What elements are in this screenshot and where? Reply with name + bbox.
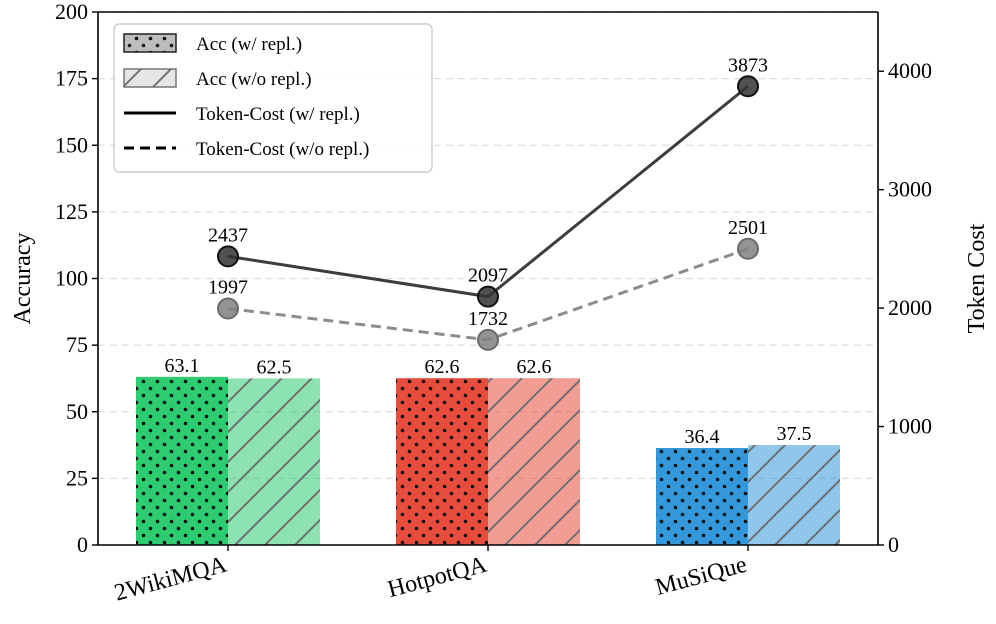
- bar-hatch: [396, 378, 488, 545]
- line-value-label: 2097: [468, 265, 508, 287]
- line-token-cost-wo-repl: 1997 1732 2501: [208, 217, 768, 351]
- line-value-label: 2501: [728, 217, 768, 239]
- x-tick-label: HotpotQA: [385, 552, 490, 604]
- line-marker: [477, 285, 499, 308]
- bar-value-label: 63.1: [165, 355, 200, 377]
- legend-label: Acc (w/ repl.): [196, 34, 302, 55]
- line-marker: [477, 328, 499, 351]
- legend-label: Token-Cost (w/ repl.): [196, 104, 360, 125]
- y2-tick-label: 4000: [888, 58, 932, 83]
- bar-hatch: [228, 378, 320, 545]
- line-value-label: 2437: [208, 224, 248, 246]
- bar-hatch: [656, 447, 748, 545]
- legend-label: Acc (w/o repl.): [196, 69, 312, 90]
- bar-hatch: [748, 445, 840, 545]
- line-value-label: 1997: [208, 276, 248, 298]
- y-tick-label: 100: [55, 266, 88, 291]
- legend-label: Token-Cost (w/o repl.): [196, 139, 369, 160]
- y2-tick-label: 0: [888, 532, 899, 557]
- y2-axis-title: Token Cost: [964, 223, 990, 333]
- y-tick-label: 50: [66, 399, 88, 424]
- line-marker: [737, 237, 759, 260]
- legend: Acc (w/ repl.) Acc (w/o repl.) Token-Cost …: [113, 23, 433, 173]
- y2-tick-label: 3000: [888, 177, 932, 202]
- legend-box: [113, 23, 433, 173]
- y-tick-label: 25: [66, 465, 88, 490]
- y-axis-title: Accuracy: [10, 233, 36, 325]
- line-value-label: 3873: [728, 54, 768, 76]
- bar-value-label: 62.5: [257, 356, 292, 378]
- bar-value-label: 37.5: [777, 423, 812, 445]
- bar-value-label: 36.4: [685, 426, 720, 448]
- y2-tick-label: 1000: [888, 414, 932, 439]
- bar-value-label: 62.6: [425, 356, 460, 378]
- y-tick-label: 200: [55, 0, 88, 24]
- y-tick-label: 150: [55, 132, 88, 157]
- line-marker: [217, 297, 239, 320]
- x-tick-label: MuSiQue: [653, 552, 750, 601]
- line-token-cost-w-repl: 2437 2097 3873: [208, 54, 768, 308]
- bar-value-label: 62.6: [517, 356, 552, 378]
- legend-swatch-hatch: [124, 69, 176, 87]
- bars: 63.1 62.5 62.6 62.6 36.4 37.5: [136, 355, 840, 545]
- line-value-label: 1732: [468, 308, 508, 330]
- y-tick-label: 125: [55, 199, 88, 224]
- bar-hatch: [488, 378, 580, 545]
- bar-hatch: [136, 376, 228, 545]
- line-marker: [217, 245, 239, 268]
- x-tick-label: 2WikiMQA: [112, 552, 230, 607]
- y-tick-label: 75: [66, 332, 88, 357]
- y-tick-label: 175: [55, 66, 88, 91]
- y-tick-label: 0: [77, 532, 88, 557]
- y2-tick-label: 2000: [888, 295, 932, 320]
- line-marker: [737, 75, 759, 98]
- legend-swatch-hatch: [124, 34, 176, 52]
